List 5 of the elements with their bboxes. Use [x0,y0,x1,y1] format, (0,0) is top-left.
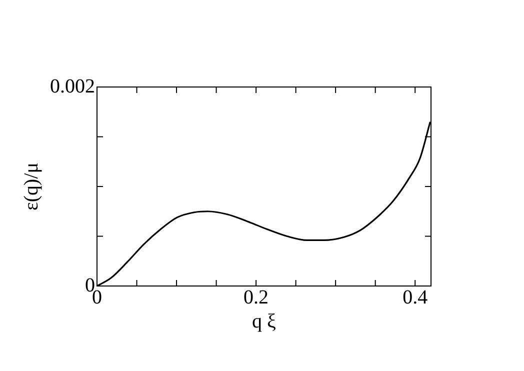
y-axis-title: ε(q)/μ [20,162,42,210]
x-axis-title: q ξ [252,310,276,332]
x-tick-label: 0.4 [402,286,428,308]
y-tick-label: 0.002 [50,75,95,98]
x-tick-label: 0.2 [244,286,269,308]
